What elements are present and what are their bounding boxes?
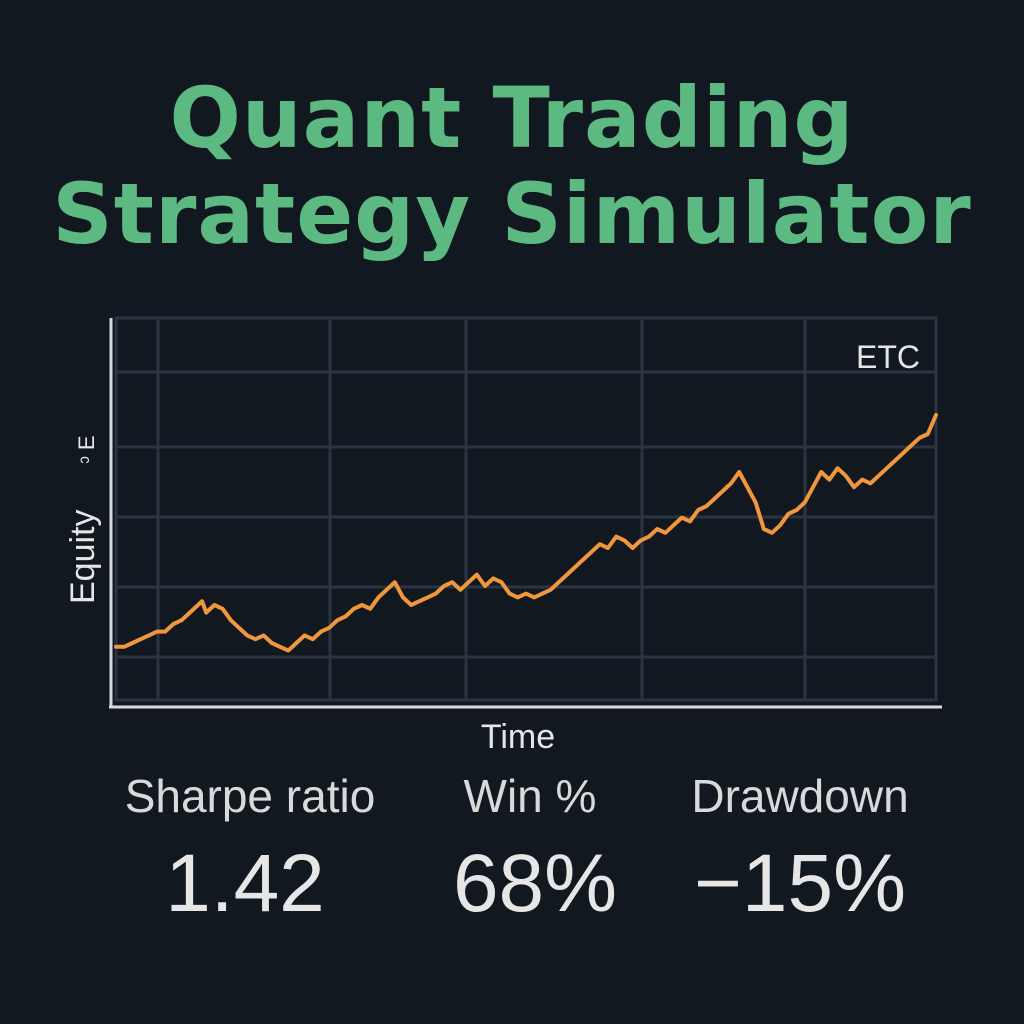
metric-label-drawdown: Drawdown (691, 770, 909, 822)
metric-value-drawdown: −15% (693, 838, 906, 929)
y-axis-label: Equity (64, 510, 102, 605)
title-line-1: Quant Trading (169, 69, 855, 167)
metric-label-sharpe: Sharpe ratio (124, 770, 376, 822)
grid-frame (114, 316, 938, 702)
metric-value-sharpe: 1.42 (165, 838, 325, 929)
metric-label-win: Win % (463, 770, 597, 822)
page-title: Quant Trading Strategy Simulator (0, 70, 1024, 262)
title-line-2: Strategy Simulator (52, 165, 972, 263)
equity-series-line (114, 413, 938, 653)
metric-value-win: 68% (452, 838, 618, 929)
legend-label: ETC (856, 339, 920, 375)
y-axis-label-suffix: ᵓ E (74, 435, 99, 464)
x-axis-label: Time (481, 718, 555, 756)
chart-grid (114, 316, 938, 702)
